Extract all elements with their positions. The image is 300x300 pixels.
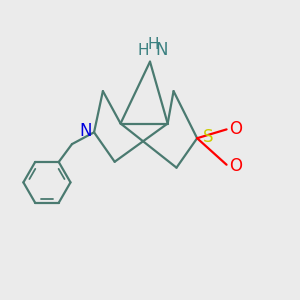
Text: N: N [80, 122, 92, 140]
Text: S: S [203, 128, 214, 146]
Text: H: H [138, 43, 149, 58]
Text: O: O [230, 119, 242, 137]
Text: H: H [147, 37, 159, 52]
Text: O: O [230, 157, 242, 175]
Text: N: N [155, 41, 168, 59]
